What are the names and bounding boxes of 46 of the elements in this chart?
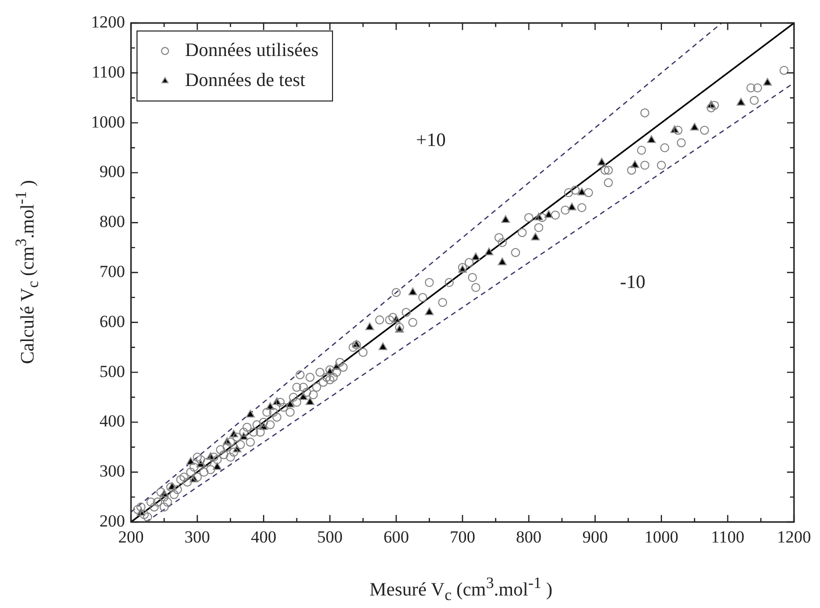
- point: [286, 400, 295, 408]
- point: [568, 202, 576, 210]
- x-tick-label: 300: [184, 528, 210, 547]
- x-tick-label: 400: [250, 528, 276, 547]
- x-tick-label: 1100: [711, 528, 744, 547]
- x-tick-label: 700: [450, 528, 476, 547]
- y-tick-label: 1000: [91, 112, 125, 132]
- x-tick-label: 800: [516, 528, 542, 547]
- point: [246, 410, 255, 418]
- point: [763, 78, 772, 86]
- point: [690, 122, 699, 131]
- point: [597, 158, 606, 166]
- y-tick-label: 200: [100, 511, 125, 530]
- point: [647, 135, 656, 144]
- y-tick-label: 800: [100, 212, 125, 232]
- point: [736, 98, 746, 106]
- y-tick-label: 500: [100, 362, 125, 381]
- point: [577, 188, 586, 196]
- y-tick-label: 300: [100, 462, 125, 481]
- legend-label: Données utilisées: [185, 40, 319, 61]
- legend-label: Données de test: [185, 70, 306, 91]
- x-axis-title: Mesuré V$_{c}$ (cm$^{3}$.mol$^{-1}$ ): [370, 575, 552, 606]
- point: [531, 232, 540, 240]
- x-tick-label: 500: [317, 528, 343, 547]
- point: [501, 215, 510, 223]
- point: [306, 397, 314, 405]
- point: [365, 322, 374, 330]
- y-tick-label: 1100: [92, 62, 125, 82]
- point: [484, 248, 494, 256]
- x-tick-label: 1000: [644, 528, 678, 547]
- point: [498, 258, 507, 266]
- annotation: -10: [620, 272, 646, 294]
- point: [408, 287, 418, 296]
- y-tick-label: 700: [100, 262, 125, 281]
- point: [471, 252, 480, 260]
- y-tick-label: 1200: [91, 12, 125, 32]
- x-tick-label: 200: [118, 528, 144, 547]
- y-tick-label: 400: [100, 412, 125, 431]
- x-tick-label: 600: [383, 528, 409, 547]
- point: [378, 342, 388, 350]
- y-tick-label: 900: [100, 162, 125, 182]
- annotation: +10: [416, 130, 446, 152]
- point: [424, 307, 434, 316]
- y-tick-label: 600: [100, 312, 125, 331]
- x-tick-label: 900: [582, 528, 608, 547]
- x-tick-label: 1200: [777, 528, 811, 547]
